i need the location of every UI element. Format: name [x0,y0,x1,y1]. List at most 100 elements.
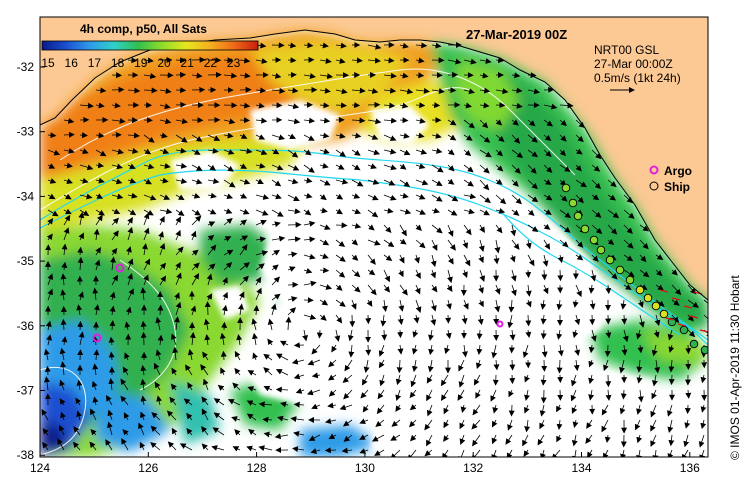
current-arrow [409,404,417,411]
current-arrow [383,284,391,293]
current-arrow [591,209,602,218]
current-arrow [556,434,562,443]
current-arrow [559,164,571,172]
current-arrow [155,349,162,361]
current-arrow [191,72,203,79]
current-arrow [463,254,471,267]
current-arrow [476,329,483,340]
current-arrow [572,329,579,339]
current-arrow [367,179,380,185]
current-arrow [127,258,134,271]
current-arrow [671,284,682,296]
current-arrow [638,314,645,328]
current-arrow [60,318,67,331]
current-arrow [365,344,372,356]
current-arrow [540,374,547,386]
current-arrow [431,224,443,234]
current-arrow [246,413,257,421]
current-arrow [495,149,504,157]
current-arrow [557,269,564,282]
current-arrow [571,434,578,447]
ship-marker [605,255,615,265]
current-arrow [591,254,599,262]
current-arrow [59,398,66,406]
current-arrow [92,396,99,406]
current-arrow [362,374,369,386]
current-arrow [475,359,482,370]
current-arrow [287,307,297,316]
current-arrow [234,429,241,436]
current-arrow [328,389,337,397]
current-arrow [399,284,408,296]
current-arrow [311,403,321,410]
current-arrow [175,272,182,286]
current-arrow [478,254,484,264]
current-arrow [95,209,105,216]
current-arrow [255,58,268,64]
current-arrow [495,134,505,143]
current-arrow [255,250,269,257]
current-arrow [607,209,620,219]
current-arrow [303,177,313,184]
current-arrow [525,269,532,279]
current-arrow [588,359,595,368]
current-arrow [319,299,329,306]
current-arrow [383,224,392,234]
current-arrow [428,329,434,341]
current-arrow [127,209,137,216]
current-arrow [175,261,181,271]
current-arrow [463,149,472,157]
current-arrow [367,43,382,50]
ship-marker [561,183,571,193]
current-arrow [415,299,422,313]
current-arrow [671,269,678,276]
current-arrow [302,329,309,342]
date-title: 27-Mar-2019 00Z [466,27,567,42]
current-arrow [153,362,161,376]
current-arrow [479,102,490,109]
current-arrow [108,377,115,391]
current-arrow [267,338,274,346]
current-arrow [319,239,330,246]
current-arrow [207,221,216,227]
current-arrow [351,87,366,94]
current-arrow [623,269,635,277]
current-arrow [651,389,657,400]
current-arrow [540,299,547,310]
current-arrow [47,193,56,200]
current-arrow [539,419,545,430]
red-vector [699,329,708,333]
current-arrow [303,149,312,156]
current-arrow [231,416,241,422]
current-arrow [572,419,579,428]
current-arrow [61,336,68,346]
current-arrow [175,216,181,226]
current-arrow [303,192,313,199]
current-arrow [623,239,634,249]
current-arrow [159,148,170,155]
current-arrow [508,299,515,313]
current-arrow [280,401,289,408]
current-arrow [175,246,184,256]
current-arrow [287,133,297,139]
current-arrow [395,374,402,386]
current-arrow [522,434,529,447]
current-arrow [93,228,100,241]
current-arrow [493,359,500,371]
current-arrow [61,243,68,256]
current-arrow [174,316,180,331]
current-arrow [170,383,177,391]
current-arrow [287,42,297,49]
current-arrow [271,221,281,228]
current-arrow [539,404,546,417]
current-arrow [335,222,348,229]
current-arrow [111,163,123,170]
current-arrow [383,134,397,141]
current-arrow [366,299,373,307]
current-arrow [527,209,535,216]
current-arrow [348,344,355,358]
current-arrow [143,258,151,271]
current-arrow [127,288,134,301]
current-arrow [703,299,708,308]
current-arrow [359,448,369,454]
